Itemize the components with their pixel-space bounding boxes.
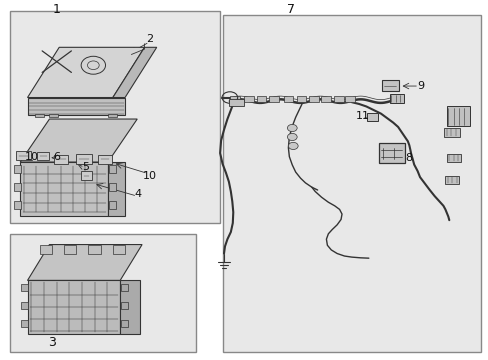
Polygon shape xyxy=(120,280,140,334)
FancyBboxPatch shape xyxy=(40,244,52,253)
Text: 11: 11 xyxy=(355,111,369,121)
FancyBboxPatch shape xyxy=(321,96,330,102)
Text: 10: 10 xyxy=(142,171,156,181)
Polygon shape xyxy=(108,162,125,216)
FancyBboxPatch shape xyxy=(64,244,76,253)
Circle shape xyxy=(288,142,298,149)
FancyBboxPatch shape xyxy=(88,244,101,253)
FancyBboxPatch shape xyxy=(228,99,243,107)
FancyBboxPatch shape xyxy=(444,128,459,137)
FancyBboxPatch shape xyxy=(21,284,28,291)
Text: 9: 9 xyxy=(417,81,424,91)
FancyBboxPatch shape xyxy=(381,80,398,91)
FancyBboxPatch shape xyxy=(222,15,480,352)
FancyBboxPatch shape xyxy=(21,320,28,327)
FancyBboxPatch shape xyxy=(333,96,343,102)
FancyBboxPatch shape xyxy=(121,284,128,291)
FancyBboxPatch shape xyxy=(98,155,112,164)
Polygon shape xyxy=(113,47,157,98)
Text: 6: 6 xyxy=(53,152,60,162)
FancyBboxPatch shape xyxy=(366,113,377,121)
FancyBboxPatch shape xyxy=(256,96,266,102)
FancyBboxPatch shape xyxy=(16,151,31,160)
Text: 7: 7 xyxy=(286,3,294,16)
FancyBboxPatch shape xyxy=(445,176,458,184)
Text: 2: 2 xyxy=(145,35,153,44)
FancyBboxPatch shape xyxy=(108,114,117,117)
FancyBboxPatch shape xyxy=(54,155,68,164)
FancyBboxPatch shape xyxy=(121,302,128,309)
Text: 3: 3 xyxy=(48,336,56,348)
FancyBboxPatch shape xyxy=(76,154,92,164)
FancyBboxPatch shape xyxy=(37,152,49,160)
FancyBboxPatch shape xyxy=(378,143,405,163)
FancyBboxPatch shape xyxy=(244,96,254,102)
Text: 10: 10 xyxy=(24,152,39,162)
FancyBboxPatch shape xyxy=(296,96,306,102)
FancyBboxPatch shape xyxy=(14,165,21,173)
FancyBboxPatch shape xyxy=(446,107,469,126)
FancyBboxPatch shape xyxy=(109,165,116,173)
FancyBboxPatch shape xyxy=(49,114,58,117)
FancyBboxPatch shape xyxy=(308,96,318,102)
Text: 8: 8 xyxy=(405,153,411,163)
FancyBboxPatch shape xyxy=(345,96,354,102)
FancyBboxPatch shape xyxy=(10,234,195,352)
Polygon shape xyxy=(27,244,142,280)
FancyBboxPatch shape xyxy=(14,201,21,209)
FancyBboxPatch shape xyxy=(113,244,125,253)
FancyBboxPatch shape xyxy=(268,96,278,102)
FancyBboxPatch shape xyxy=(229,96,239,102)
Text: 4: 4 xyxy=(134,189,142,199)
Polygon shape xyxy=(27,98,125,116)
Text: 5: 5 xyxy=(82,162,89,172)
Circle shape xyxy=(287,125,297,132)
FancyBboxPatch shape xyxy=(121,320,128,327)
Text: 1: 1 xyxy=(53,3,61,16)
Polygon shape xyxy=(27,47,144,98)
Polygon shape xyxy=(20,119,137,162)
FancyBboxPatch shape xyxy=(389,94,404,103)
FancyBboxPatch shape xyxy=(10,12,220,223)
FancyBboxPatch shape xyxy=(14,183,21,191)
Polygon shape xyxy=(20,162,108,216)
Circle shape xyxy=(287,134,297,140)
FancyBboxPatch shape xyxy=(81,171,92,180)
Polygon shape xyxy=(27,280,120,334)
FancyBboxPatch shape xyxy=(35,114,43,117)
FancyBboxPatch shape xyxy=(109,183,116,191)
FancyBboxPatch shape xyxy=(21,302,28,309)
FancyBboxPatch shape xyxy=(283,96,293,102)
FancyBboxPatch shape xyxy=(446,154,460,162)
FancyBboxPatch shape xyxy=(109,201,116,209)
